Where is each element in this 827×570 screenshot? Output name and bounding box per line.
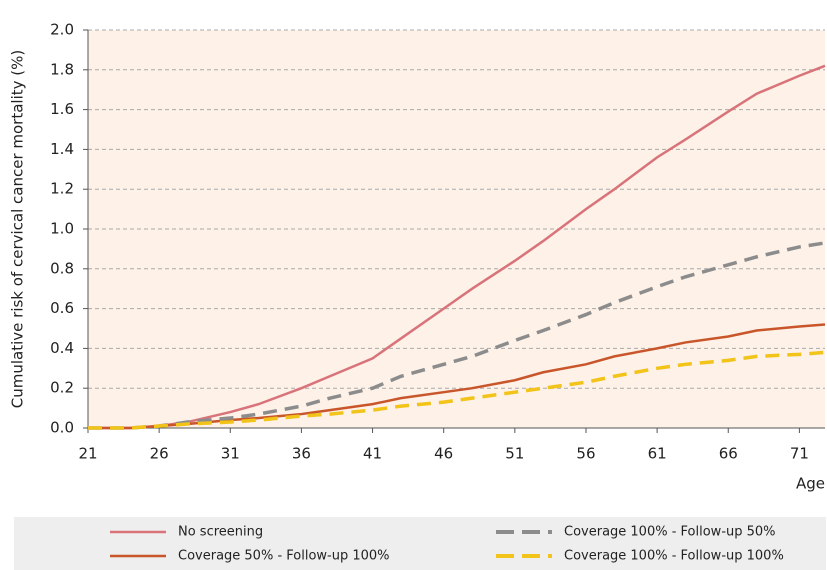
y-tick-label: 0.6 [50,299,74,317]
y-tick-label: 0.8 [50,259,74,277]
legend-label: Coverage 50% - Follow-up 100% [178,549,390,564]
y-tick-label: 1.8 [50,60,74,78]
x-tick-label: 56 [576,445,595,463]
series-line [88,241,826,430]
y-axis-label: Cumulative risk of cervical cancer morta… [9,50,27,408]
series-line [88,350,826,430]
legend-label: Coverage 100% - Follow-up 100% [564,549,784,564]
y-tick-label: 0.4 [50,339,74,357]
x-tick-label: 71 [790,445,809,463]
x-tick-label: 61 [648,445,667,463]
y-tick-label: 1.6 [50,100,74,118]
y-tick-label: 1.4 [50,140,74,158]
y-tick-label: 1.0 [50,220,74,238]
x-tick-label: 41 [363,445,382,463]
x-tick-label: 26 [150,445,169,463]
legend-box [14,517,826,570]
x-tick-label: 21 [78,445,97,463]
legend-label: Coverage 100% - Follow-up 50% [564,525,776,540]
x-tick-label: 51 [505,445,524,463]
y-tick-label: 1.2 [50,180,74,198]
x-tick-label: 31 [221,445,240,463]
y-tick-label: 0.0 [50,419,74,437]
series-line [88,64,826,430]
x-tick-label: 66 [719,445,738,463]
x-tick-label: 36 [292,445,311,463]
x-axis-label: Age [796,475,825,493]
y-tick-label: 0.2 [50,379,74,397]
legend-label: No screening [178,525,263,540]
x-tick-label: 46 [434,445,453,463]
y-tick-label: 2.0 [50,21,74,39]
